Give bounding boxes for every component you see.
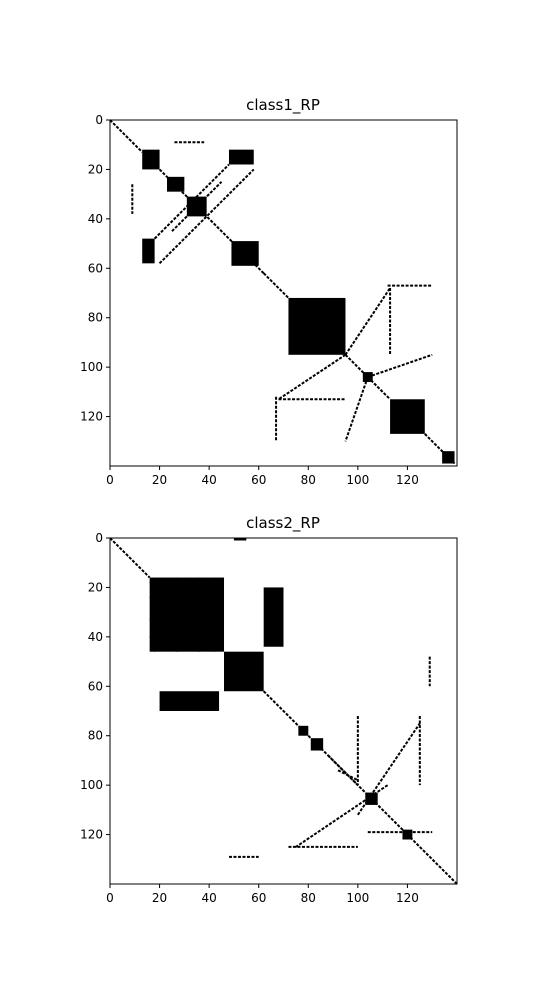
- class2-rp-y-tick-label-120: 120: [80, 828, 103, 842]
- class1-rp-block-6: [142, 239, 154, 264]
- class2-rp-x-tick-label-80: 80: [301, 891, 316, 905]
- class1-rp-y-tick-label-100: 100: [80, 360, 103, 374]
- class1-rp-x-tick-label-0: 0: [106, 473, 114, 487]
- class1-rp-segment-0: [110, 120, 142, 152]
- class1-rp-segment-12: [345, 288, 390, 355]
- class2-rp-x-tick-label-20: 20: [152, 891, 167, 905]
- class1-rp-segment-13: [279, 355, 346, 399]
- class1-rp-panel: class1_RP 0 20 40 60 80 100 120 0 20 40 60 80 100 120: [80, 96, 457, 487]
- class1-rp-x-tick-label-100: 100: [346, 473, 369, 487]
- class2-rp-panel: class2_RP 0 20 40 60 80 100 120 0 20 40 60 80 100 120: [80, 514, 457, 905]
- class1-rp-y-tick-label-20: 20: [88, 162, 103, 176]
- class1-rp-title: class1_RP: [246, 96, 320, 115]
- class2-rp-x-tick-label-100: 100: [346, 891, 369, 905]
- class2-rp-x-tick-label-40: 40: [202, 891, 217, 905]
- class2-rp-cells: [110, 538, 457, 884]
- class2-rp-block-2: [264, 587, 284, 646]
- class2-rp-x-tick-label-120: 120: [396, 891, 419, 905]
- class2-rp-title: class2_RP: [246, 514, 320, 533]
- class1-rp-segment-2: [264, 273, 304, 313]
- class2-rp-block-1: [224, 652, 264, 692]
- class1-rp-block-7: [229, 150, 254, 165]
- class1-rp-y-tick-label-60: 60: [88, 261, 103, 275]
- class1-rp-y-tick-label-40: 40: [88, 212, 103, 226]
- class1-rp-x-tick-label-80: 80: [301, 473, 316, 487]
- class1-rp-y-tick-label-120: 120: [80, 410, 103, 424]
- class1-rp-cells: [110, 120, 455, 464]
- class1-rp-segment-15: [345, 377, 367, 441]
- class2-rp-block-0: [150, 578, 224, 652]
- class2-rp-y-tick-label-20: 20: [88, 580, 103, 594]
- class2-rp-x-tick-label-0: 0: [106, 891, 114, 905]
- class2-rp-y-tick-label-100: 100: [80, 778, 103, 792]
- class2-rp-axes: 0 20 40 60 80 100 120 0 20 40 60 80 100 120: [80, 531, 419, 905]
- class2-rp-segment-3: [338, 770, 358, 780]
- class1-rp-y-tick-label-0: 0: [95, 113, 103, 127]
- class1-rp-block-0: [142, 150, 159, 170]
- class2-rp-segment-0: [110, 538, 150, 578]
- class2-rp-x-tick-label-60: 60: [251, 891, 266, 905]
- class2-rp-y-tick-label-80: 80: [88, 729, 103, 743]
- class2-rp-y-tick-label-40: 40: [88, 630, 103, 644]
- class2-rp-y-tick-label-0: 0: [95, 531, 103, 545]
- class1-rp-y-tick-label-80: 80: [88, 311, 103, 325]
- class1-rp-segment-14: [368, 355, 432, 377]
- class1-rp-x-tick-label-40: 40: [202, 473, 217, 487]
- class2-rp-segment-1: [264, 691, 457, 884]
- class1-rp-x-tick-label-120: 120: [396, 473, 419, 487]
- class2-rp-block-3: [160, 691, 219, 711]
- class1-rp-x-tick-label-20: 20: [152, 473, 167, 487]
- class1-rp-axes: 0 20 40 60 80 100 120 0 20 40 60 80 100 120: [80, 113, 419, 487]
- class1-rp-block-5: [390, 399, 425, 434]
- class1-rp-x-tick-label-60: 60: [251, 473, 266, 487]
- class2-rp-y-tick-label-60: 60: [88, 679, 103, 693]
